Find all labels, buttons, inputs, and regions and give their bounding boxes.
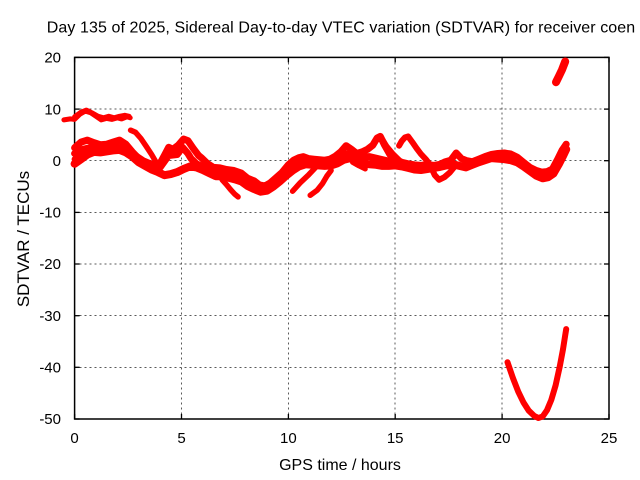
svg-text:-40: -40 (39, 360, 61, 377)
svg-text:5: 5 (177, 430, 185, 447)
svg-text:20: 20 (494, 430, 511, 447)
svg-text:10: 10 (44, 101, 61, 118)
svg-text:SDTVAR / TECUs: SDTVAR / TECUs (14, 171, 33, 307)
svg-text:Day 135 of 2025, Sidereal Day-: Day 135 of 2025, Sidereal Day-to-day VTE… (47, 20, 635, 37)
svg-text:-50: -50 (39, 411, 61, 428)
svg-text:20: 20 (44, 50, 61, 67)
svg-text:25: 25 (601, 430, 618, 447)
svg-text:-20: -20 (39, 256, 61, 273)
svg-text:GPS time / hours: GPS time / hours (279, 457, 401, 474)
svg-text:0: 0 (70, 430, 78, 447)
svg-text:-30: -30 (39, 308, 61, 325)
svg-text:-10: -10 (39, 205, 61, 222)
svg-text:10: 10 (280, 430, 297, 447)
svg-text:0: 0 (53, 153, 61, 170)
svg-text:15: 15 (387, 430, 404, 447)
